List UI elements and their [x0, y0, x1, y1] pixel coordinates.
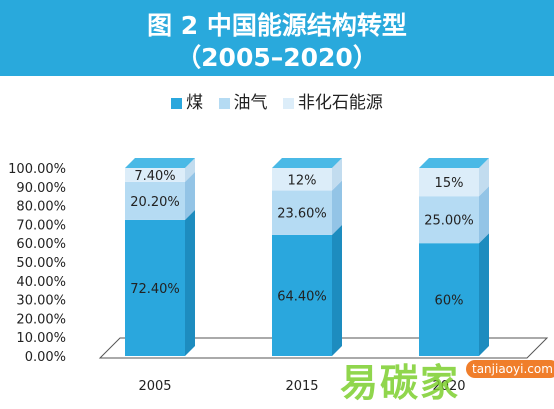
bar-segment	[272, 234, 332, 356]
y-tick-label: 80.00%	[16, 200, 66, 215]
y-tick-label: 100.00%	[8, 162, 66, 177]
legend-swatch-oil-gas	[218, 98, 230, 109]
legend-item-non-fossil: 非化石能源	[282, 88, 383, 113]
bar-segment	[419, 196, 479, 244]
bar-segment	[125, 219, 185, 356]
data-label: 25.00%	[424, 214, 474, 229]
bar-segment	[272, 168, 332, 191]
data-label: 15%	[435, 176, 464, 191]
bar-segment-side	[185, 158, 195, 182]
bar-segment	[419, 243, 479, 356]
bar-segment	[125, 181, 185, 220]
y-tick-label: 90.00%	[16, 181, 66, 196]
bar-segment-side	[185, 171, 195, 220]
y-tick-label: 40.00%	[16, 275, 66, 290]
data-label: 64.40%	[277, 289, 327, 304]
legend-label-oil-gas: 油气	[233, 93, 268, 113]
data-label: 7.40%	[134, 169, 175, 184]
bar-segment-side	[332, 180, 342, 235]
legend-item-oil-gas: 油气	[218, 88, 268, 113]
bar-segment	[272, 190, 332, 235]
watermark-logo: 易碳家	[340, 361, 461, 405]
legend-label-coal: 煤	[186, 93, 204, 113]
y-tick-label: 30.00%	[16, 294, 66, 309]
bar-top	[272, 158, 342, 168]
legend: 煤 油气 非化石能源	[0, 88, 554, 113]
bar-segment	[125, 168, 185, 182]
x-tick-label: 2020	[432, 379, 465, 394]
y-tick-label: 70.00%	[16, 218, 66, 233]
bar-segment-side	[479, 233, 489, 356]
bar-segment	[419, 168, 479, 197]
x-tick-label: 2005	[138, 379, 171, 394]
y-tick-label: 50.00%	[16, 256, 66, 271]
data-label: 72.40%	[130, 282, 180, 297]
data-label: 23.60%	[277, 207, 327, 222]
data-label: 60%	[435, 294, 464, 309]
bar-segment-side	[185, 209, 195, 356]
bar-segment-side	[479, 186, 489, 244]
y-tick-label: 0.00%	[25, 350, 66, 365]
chart-subtitle: （2005–2020）	[176, 43, 378, 72]
watermark-domain: tanjiaoyi.com	[466, 360, 554, 378]
legend-label-non-fossil: 非化石能源	[297, 93, 383, 113]
x-tick-label: 2015	[285, 379, 318, 394]
bar-segment-side	[479, 158, 489, 197]
title-band: 图 2 中国能源结构转型 （2005–2020）	[0, 0, 554, 76]
bar-top	[419, 158, 489, 168]
legend-item-coal: 煤	[171, 88, 203, 113]
bar-segment-side	[332, 224, 342, 356]
legend-swatch-coal	[171, 98, 183, 109]
y-tick-label: 60.00%	[16, 237, 66, 252]
chart-title: 图 2 中国能源结构转型	[147, 11, 407, 40]
data-label: 20.20%	[130, 195, 180, 210]
legend-swatch-non-fossil	[282, 98, 294, 109]
y-tick-label: 10.00%	[16, 331, 66, 346]
data-label: 12%	[288, 173, 317, 188]
bar-segment-side	[332, 158, 342, 191]
bar-top	[125, 158, 195, 168]
y-tick-label: 20.00%	[16, 312, 66, 327]
